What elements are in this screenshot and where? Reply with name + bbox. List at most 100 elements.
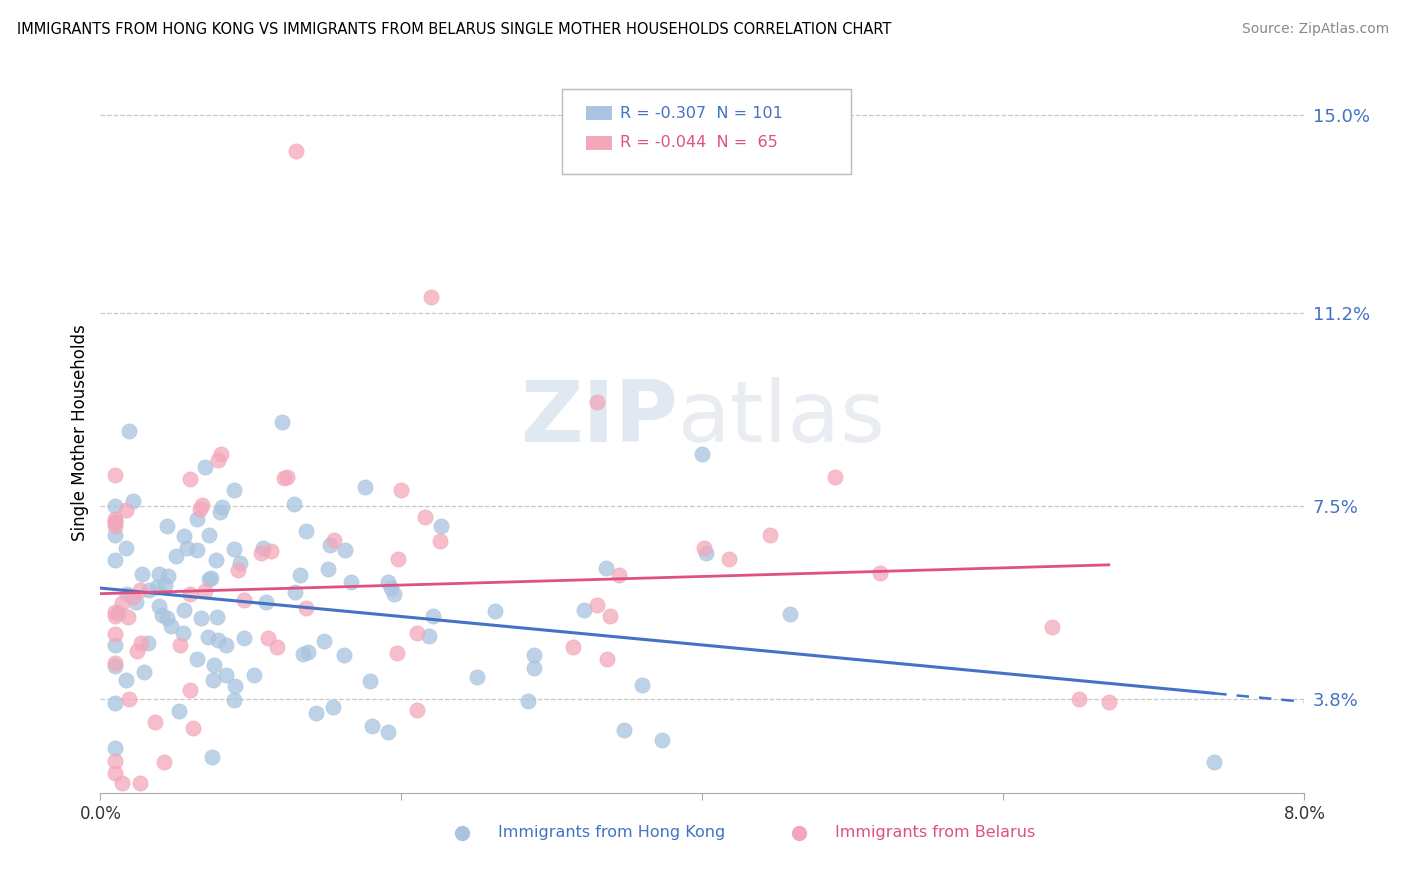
Point — [201, 749, 224, 764]
Point — [693, 541, 716, 556]
Point — [138, 582, 160, 597]
Point — [160, 619, 183, 633]
Point — [222, 483, 245, 497]
Point — [333, 648, 356, 663]
Point — [202, 657, 225, 672]
Point — [179, 472, 201, 486]
Point — [104, 659, 127, 673]
Point — [260, 543, 283, 558]
Point — [361, 719, 384, 733]
Point — [285, 145, 308, 159]
Point — [406, 625, 429, 640]
Text: atlas: atlas — [678, 377, 886, 460]
Point — [136, 636, 159, 650]
Point — [205, 610, 228, 624]
Point — [779, 607, 801, 621]
Point — [118, 691, 141, 706]
Point — [176, 541, 198, 555]
Point — [115, 673, 138, 687]
Point — [153, 578, 176, 592]
Point — [186, 652, 208, 666]
Point — [197, 630, 219, 644]
Point — [297, 645, 319, 659]
Point — [118, 424, 141, 438]
Point — [143, 714, 166, 729]
Point — [115, 587, 138, 601]
Point — [172, 625, 194, 640]
Point — [484, 604, 506, 618]
Point — [104, 515, 127, 529]
Point — [283, 584, 305, 599]
Point — [717, 552, 740, 566]
Point — [869, 566, 891, 580]
Point — [193, 459, 215, 474]
Point — [150, 608, 173, 623]
Point — [146, 580, 169, 594]
Text: Immigrants from Hong Kong: Immigrants from Hong Kong — [498, 825, 725, 840]
Point — [209, 504, 232, 518]
Point — [207, 633, 229, 648]
Point — [377, 574, 399, 589]
Point — [181, 721, 204, 735]
Point — [572, 603, 595, 617]
Point — [318, 562, 340, 576]
Point — [233, 631, 256, 645]
Point — [523, 661, 546, 675]
Point — [415, 510, 437, 524]
Point — [132, 665, 155, 679]
Point — [252, 541, 274, 556]
Point — [186, 512, 208, 526]
Point — [322, 533, 344, 547]
Text: IMMIGRANTS FROM HONG KONG VS IMMIGRANTS FROM BELARUS SINGLE MOTHER HOUSEHOLDS CO: IMMIGRANTS FROM HONG KONG VS IMMIGRANTS … — [17, 22, 891, 37]
Point — [294, 524, 316, 538]
Point — [595, 561, 617, 575]
Point — [585, 598, 607, 612]
Point — [156, 611, 179, 625]
Point — [104, 527, 127, 541]
Point — [153, 755, 176, 769]
Point — [256, 631, 278, 645]
Point — [117, 609, 139, 624]
Point — [129, 635, 152, 649]
Point — [266, 640, 288, 654]
Point — [1040, 620, 1063, 634]
Point — [758, 528, 780, 542]
Point — [156, 519, 179, 533]
Point — [190, 498, 212, 512]
Point — [122, 590, 145, 604]
Point — [214, 638, 236, 652]
Point — [114, 541, 136, 556]
Point — [211, 500, 233, 514]
Point — [429, 533, 451, 548]
Point — [131, 567, 153, 582]
Point — [599, 609, 621, 624]
Point — [273, 471, 295, 485]
Point — [111, 775, 134, 789]
Text: Source: ZipAtlas.com: Source: ZipAtlas.com — [1241, 22, 1389, 37]
Point — [420, 290, 443, 304]
Point — [692, 447, 714, 461]
Point — [173, 529, 195, 543]
Point — [104, 467, 127, 482]
Point — [1067, 692, 1090, 706]
Point — [384, 587, 406, 601]
Point — [198, 527, 221, 541]
Point — [380, 581, 402, 595]
Point — [104, 515, 127, 529]
Point — [385, 646, 408, 660]
Text: R = -0.044  N =  65: R = -0.044 N = 65 — [620, 136, 778, 150]
Point — [1098, 694, 1121, 708]
Point — [243, 668, 266, 682]
Point — [104, 754, 127, 768]
Text: Immigrants from Belarus: Immigrants from Belarus — [835, 825, 1035, 840]
Point — [561, 640, 583, 654]
Point — [107, 607, 129, 621]
Point — [224, 679, 246, 693]
Point — [389, 483, 412, 498]
Point — [586, 394, 609, 409]
Point — [207, 452, 229, 467]
Point — [128, 582, 150, 597]
Point — [321, 699, 343, 714]
Point — [104, 608, 127, 623]
Point — [190, 501, 212, 516]
